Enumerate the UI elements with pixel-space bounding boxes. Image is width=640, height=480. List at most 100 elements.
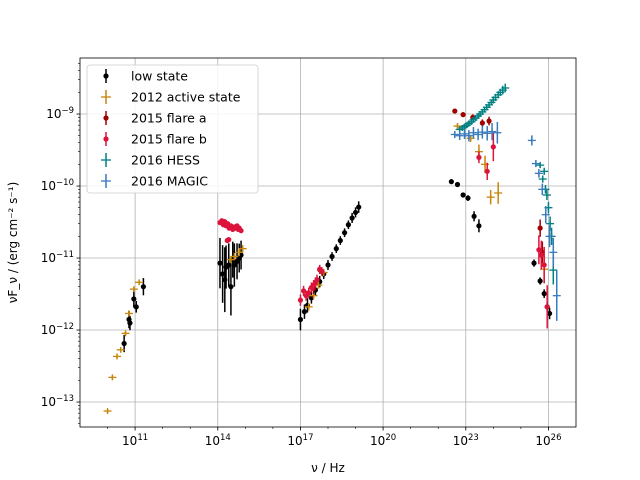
data-point [542, 189, 551, 201]
marker-dot [349, 215, 355, 221]
legend-entry: low state [103, 69, 188, 84]
marker-dot [319, 268, 325, 275]
data-point [534, 169, 543, 178]
data-point [549, 237, 558, 267]
marker-dot [133, 304, 139, 310]
data-point [460, 128, 469, 139]
data-point [124, 310, 133, 317]
data-point [486, 116, 492, 126]
x-tick-label: 1014 [205, 433, 231, 448]
x-tick-label: 1023 [453, 433, 479, 448]
data-point [127, 315, 133, 331]
y-axis-label: νF_ν / (erg cm⁻² s⁻¹) [6, 182, 20, 304]
data-point [226, 256, 235, 264]
marker-dot [297, 316, 304, 323]
marker-dot [306, 290, 312, 296]
data-point [319, 267, 325, 276]
legend-entry: 2015 flare a [103, 111, 207, 126]
data-point [538, 183, 547, 196]
y-tick-label: 10−10 [41, 178, 74, 193]
data-point [527, 135, 536, 146]
x-tick-label: 1017 [287, 433, 313, 448]
marker-dot [228, 284, 234, 290]
marker-dot [217, 260, 223, 266]
marker-dot [308, 295, 315, 301]
series-3 [217, 132, 550, 329]
y-tick-label: 10−9 [46, 106, 74, 121]
marker-dot [537, 225, 543, 231]
marker-dot [454, 181, 461, 188]
marker-dot [460, 112, 466, 118]
marker-dot [541, 262, 547, 268]
legend-label: 2012 active state [131, 90, 241, 105]
marker-dot [448, 179, 454, 185]
data-point [314, 274, 320, 285]
data-point [460, 192, 466, 198]
data-point [531, 259, 537, 267]
data-point [112, 353, 121, 360]
legend-entry: 2015 flare b [103, 132, 207, 147]
y-axis-ticks: 10−13 10−12 10−11 10−10 10−9 [41, 63, 80, 425]
data-point [465, 195, 471, 201]
marker-dot [337, 237, 343, 244]
marker-dot [325, 262, 331, 268]
data-point [235, 248, 244, 256]
marker-dot [537, 278, 543, 284]
data-point [537, 219, 543, 237]
data-point [455, 131, 464, 141]
data-point [333, 244, 339, 253]
legend-label: 2016 MAGIC [131, 174, 208, 189]
marker-dot [490, 144, 496, 150]
marker-dot [333, 246, 339, 252]
data-point [297, 308, 304, 331]
legend-marker-dot [103, 136, 109, 142]
marker-dot [538, 252, 544, 258]
data-point [329, 252, 335, 261]
legend-box [86, 64, 259, 194]
marker-dot [471, 213, 477, 219]
data-point [494, 182, 503, 204]
data-point [536, 162, 545, 169]
data-point [116, 346, 125, 353]
data-point [228, 257, 234, 316]
data-point [448, 179, 454, 185]
legend-marker-dot [103, 73, 109, 79]
marker-dot [476, 154, 482, 160]
x-axis-ticks: 1011 1014 1017 1020 1023 1026 [107, 427, 561, 448]
legend-label: 2015 flare b [131, 132, 207, 147]
data-point [453, 123, 462, 130]
data-point [552, 270, 561, 321]
data-point [454, 181, 461, 188]
data-point [531, 159, 540, 168]
data-point [352, 207, 359, 218]
data-point [540, 167, 549, 175]
data-point [450, 130, 459, 139]
marker-dot [352, 209, 359, 216]
data-point [135, 279, 144, 286]
data-point [238, 228, 244, 234]
marker-dot [484, 168, 490, 174]
data-point [108, 374, 117, 381]
data-point [471, 211, 477, 222]
series-0 [121, 179, 553, 353]
marker-dot [544, 304, 550, 310]
data-point [469, 126, 478, 139]
data-point [231, 243, 237, 287]
marker-dot [297, 297, 304, 303]
marker-dot [131, 296, 137, 302]
data-point [140, 278, 147, 296]
data-point [133, 301, 139, 313]
marker-dot [465, 195, 471, 201]
data-point [478, 125, 487, 139]
marker-dot [300, 288, 307, 294]
data-point [488, 122, 497, 141]
series-layer [103, 83, 561, 415]
marker-dot [226, 262, 232, 268]
marker-dot [356, 204, 362, 210]
data-point [536, 235, 542, 265]
data-point [226, 243, 232, 287]
data-point [460, 112, 466, 118]
marker-dot [127, 320, 133, 326]
legend-entry: 2012 active state [101, 90, 241, 105]
